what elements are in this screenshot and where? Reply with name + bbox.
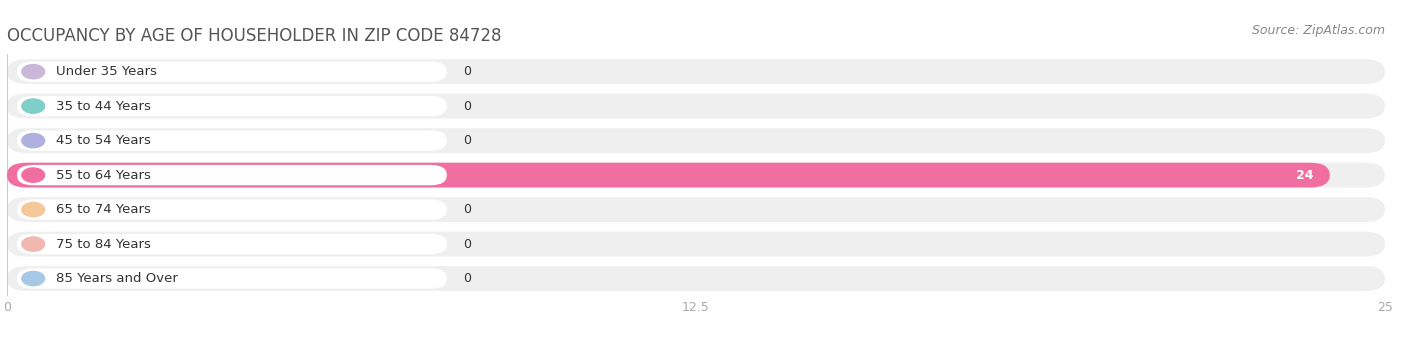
- Circle shape: [22, 99, 45, 113]
- FancyBboxPatch shape: [7, 197, 1385, 222]
- FancyBboxPatch shape: [7, 232, 1385, 256]
- FancyBboxPatch shape: [17, 268, 447, 289]
- Text: 85 Years and Over: 85 Years and Over: [56, 272, 177, 285]
- Text: 0: 0: [464, 100, 471, 113]
- Text: 0: 0: [464, 238, 471, 251]
- Circle shape: [22, 65, 45, 79]
- FancyBboxPatch shape: [17, 96, 447, 116]
- FancyBboxPatch shape: [17, 234, 447, 254]
- FancyBboxPatch shape: [7, 266, 1385, 291]
- FancyBboxPatch shape: [7, 128, 1385, 153]
- Circle shape: [22, 202, 45, 217]
- Text: 0: 0: [464, 134, 471, 147]
- Circle shape: [22, 271, 45, 286]
- Text: 0: 0: [464, 65, 471, 78]
- Text: 75 to 84 Years: 75 to 84 Years: [56, 238, 150, 251]
- Text: 35 to 44 Years: 35 to 44 Years: [56, 100, 150, 113]
- FancyBboxPatch shape: [17, 165, 447, 185]
- Circle shape: [22, 237, 45, 251]
- Text: Under 35 Years: Under 35 Years: [56, 65, 156, 78]
- Text: OCCUPANCY BY AGE OF HOUSEHOLDER IN ZIP CODE 84728: OCCUPANCY BY AGE OF HOUSEHOLDER IN ZIP C…: [7, 27, 502, 45]
- FancyBboxPatch shape: [7, 163, 1385, 188]
- Text: 0: 0: [464, 272, 471, 285]
- FancyBboxPatch shape: [7, 163, 1330, 188]
- FancyBboxPatch shape: [17, 131, 447, 151]
- Text: 55 to 64 Years: 55 to 64 Years: [56, 169, 150, 182]
- FancyBboxPatch shape: [17, 62, 447, 82]
- Text: Source: ZipAtlas.com: Source: ZipAtlas.com: [1251, 24, 1385, 37]
- Text: 24: 24: [1296, 169, 1313, 182]
- Circle shape: [22, 134, 45, 148]
- FancyBboxPatch shape: [17, 199, 447, 220]
- FancyBboxPatch shape: [7, 59, 1385, 84]
- FancyBboxPatch shape: [7, 94, 1385, 119]
- Circle shape: [22, 168, 45, 182]
- Text: 0: 0: [464, 203, 471, 216]
- Text: 45 to 54 Years: 45 to 54 Years: [56, 134, 150, 147]
- Text: 65 to 74 Years: 65 to 74 Years: [56, 203, 150, 216]
